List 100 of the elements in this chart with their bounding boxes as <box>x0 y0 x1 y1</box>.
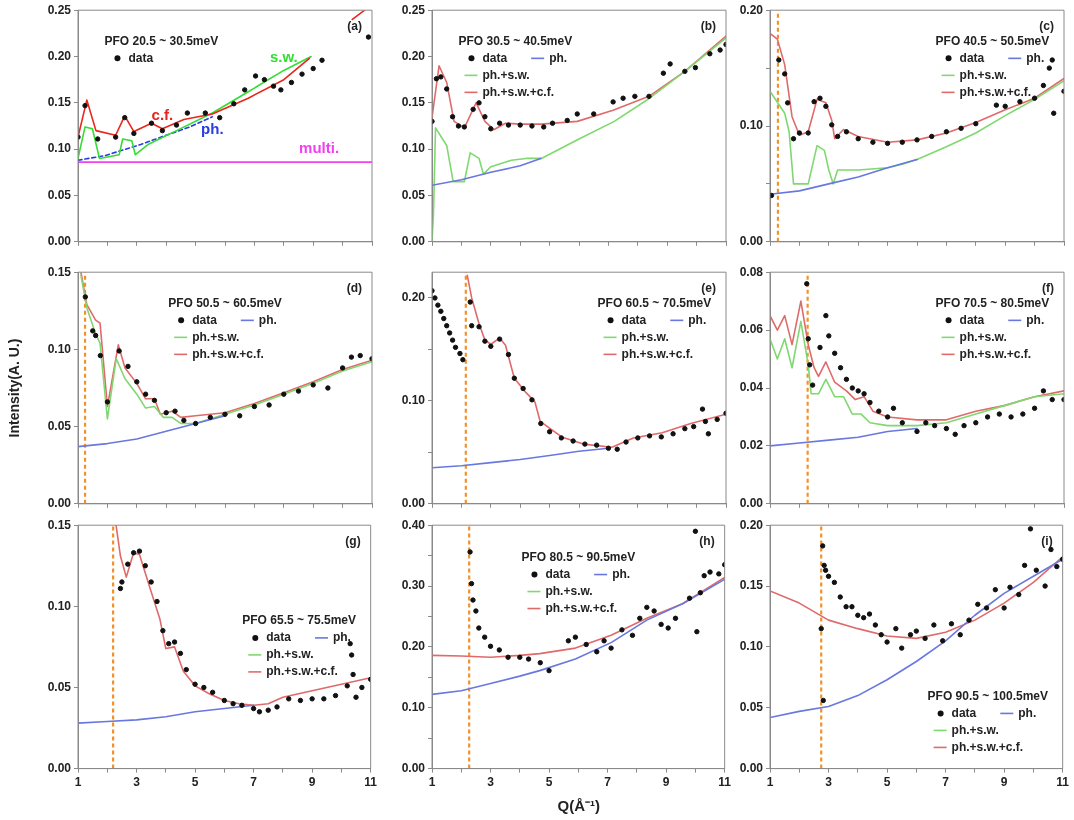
annotation: (d) <box>346 280 362 295</box>
legend-label: data <box>959 312 985 327</box>
x-tick-label: 3 <box>133 775 141 790</box>
text: PFO 50.5 ~ 60.5meV <box>168 295 282 310</box>
y-tick-label: 0.10 <box>47 598 72 613</box>
legend-label: ph. <box>1018 705 1037 720</box>
y-tick-label: 0.20 <box>401 290 426 305</box>
annotation: (i) <box>1041 533 1053 548</box>
legend-label: ph. <box>332 630 351 645</box>
x-tick-label: 5 <box>545 775 553 790</box>
annotation: (f) <box>1042 280 1054 295</box>
legend-label: ph.+s.w.+c.f. <box>192 346 264 361</box>
annotation: multi. <box>299 139 340 157</box>
legend-label: ph.+s.w. <box>951 722 999 737</box>
x-tick-label: 1 <box>428 775 436 790</box>
legend-label: data <box>621 312 647 327</box>
y-tick-label: 0.10 <box>47 141 72 156</box>
y-tick-label: 0.10 <box>401 141 426 156</box>
y-tick-label: 0.00 <box>739 760 764 775</box>
y-tick-label: 0.06 <box>739 322 764 337</box>
y-tick-label: 0.00 <box>47 234 72 249</box>
x-tick-label: 5 <box>883 775 891 790</box>
legend-label: ph.+s.w. <box>192 329 240 344</box>
y-tick-label: 0.05 <box>401 187 426 202</box>
y-tick-label: 0.15 <box>739 578 764 593</box>
legend-label: ph.+s.w. <box>959 329 1007 344</box>
x-tick-label: 3 <box>825 775 833 790</box>
y-tick-label: 0.00 <box>47 760 72 775</box>
y-tick-label: 0.04 <box>739 380 764 395</box>
y-tick-label: 0.10 <box>739 639 764 654</box>
x-tick-label: 9 <box>308 775 316 790</box>
x-tick-label: 11 <box>1056 775 1070 790</box>
text: PFO 30.5 ~ 40.5meV <box>458 33 573 48</box>
text: PFO 20.5 ~ 30.5meV <box>104 33 219 48</box>
y-tick-label: 0.40 <box>401 517 426 532</box>
legend-label: ph.+s.w. <box>266 647 314 662</box>
x-tick-label: 7 <box>250 775 258 790</box>
legend-label: ph. <box>258 312 277 327</box>
y-tick-label: 0.25 <box>401 2 426 17</box>
legend-label: ph.+s.w.+c.f. <box>959 84 1032 99</box>
y-tick-label: 0.00 <box>739 496 764 511</box>
y-tick-label: 0.08 <box>739 264 764 279</box>
x-tick-label: 3 <box>487 775 495 790</box>
x-axis-title: Q(Å⁻¹) <box>557 796 600 815</box>
annotation: (e) <box>701 280 716 295</box>
legend-label: data <box>959 50 985 65</box>
x-tick-label: 9 <box>662 775 670 790</box>
legend-label: ph. <box>1026 312 1045 327</box>
legend-label: ph. <box>1026 50 1045 65</box>
y-tick-label: 0.00 <box>47 496 72 511</box>
x-tick-label: 7 <box>604 775 612 790</box>
annotation: (b) <box>700 18 716 33</box>
y-tick-label: 0.15 <box>47 95 72 110</box>
y-tick-label: 0.00 <box>739 234 764 249</box>
y-tick-label: 0.02 <box>739 438 764 453</box>
y-tick-label: 0.10 <box>401 700 426 715</box>
y-tick-label: 0.15 <box>401 95 426 110</box>
legend-label: ph. <box>688 312 707 327</box>
text: PFO 90.5 ~ 100.5meV <box>927 688 1049 703</box>
x-tick-label: 11 <box>364 775 378 790</box>
y-tick-label: 0.00 <box>401 760 426 775</box>
legend-label: ph.+s.w.+c.f. <box>959 346 1032 361</box>
legend-label: data <box>951 705 977 720</box>
legend-label: ph.+s.w.+c.f. <box>951 739 1024 754</box>
legend-label: data <box>482 50 508 65</box>
y-axis-title: Intensity(A. U.) <box>5 338 22 438</box>
y-tick-label: 0.20 <box>739 517 764 532</box>
legend-label: ph. <box>612 566 631 581</box>
legend-label: ph.+s.w.+c.f. <box>621 346 694 361</box>
y-tick-label: 0.00 <box>401 234 426 249</box>
y-tick-label: 0.20 <box>401 48 426 63</box>
y-tick-label: 0.20 <box>739 2 764 17</box>
y-tick-label: 0.10 <box>47 341 72 356</box>
y-tick-label: 0.10 <box>739 118 764 133</box>
legend-label: data <box>128 50 154 65</box>
y-tick-label: 0.05 <box>47 418 72 433</box>
x-tick-label: 7 <box>942 775 950 790</box>
legend-label: ph. <box>549 50 568 65</box>
annotation: (h) <box>699 533 715 548</box>
annotation: (c) <box>1039 18 1054 33</box>
annotation: c.f. <box>151 105 174 123</box>
y-tick-label: 0.00 <box>401 496 426 511</box>
legend-label: ph.+s.w.+c.f. <box>266 664 338 679</box>
text: PFO 65.5 ~ 75.5meV <box>242 613 357 628</box>
annotation: ph. <box>201 119 224 137</box>
legend-label: data <box>192 312 218 327</box>
annotation: (a) <box>347 18 362 33</box>
legend-label: ph.+s.w. <box>959 67 1007 82</box>
legend-label: data <box>545 566 571 581</box>
x-tick-label: 11 <box>718 775 732 790</box>
legend-label: ph.+s.w. <box>545 583 593 598</box>
legend-label: ph.+s.w.+c.f. <box>545 600 618 615</box>
y-tick-label: 0.20 <box>401 639 426 654</box>
legend-label: ph.+s.w. <box>621 329 669 344</box>
annotation: (g) <box>345 533 361 548</box>
legend-label: ph.+s.w. <box>482 67 530 82</box>
annotation: s.w. <box>269 47 298 65</box>
text: PFO 60.5 ~ 70.5meV <box>597 295 712 310</box>
x-tick-label: 5 <box>191 775 199 790</box>
legend-label: data <box>266 630 292 645</box>
